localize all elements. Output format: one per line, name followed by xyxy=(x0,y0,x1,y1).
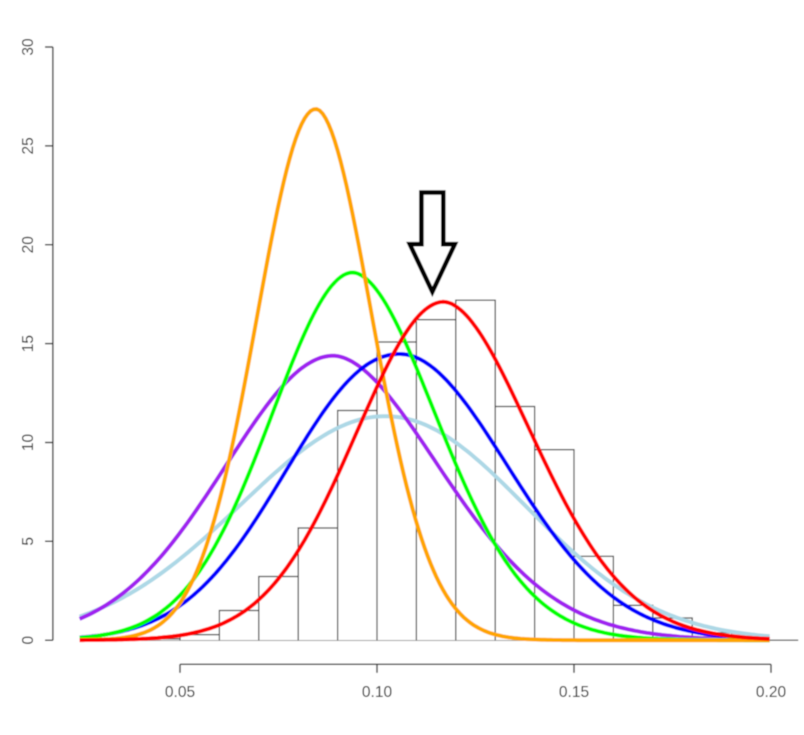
svg-text:0.15: 0.15 xyxy=(559,684,589,701)
svg-text:30: 30 xyxy=(20,38,37,56)
svg-text:10: 10 xyxy=(20,434,37,452)
svg-text:0.10: 0.10 xyxy=(362,684,393,701)
svg-text:0.05: 0.05 xyxy=(165,684,195,701)
svg-text:20: 20 xyxy=(20,236,37,254)
svg-text:25: 25 xyxy=(20,137,37,154)
svg-text:0.20: 0.20 xyxy=(756,684,787,701)
svg-text:0: 0 xyxy=(20,636,37,645)
svg-text:5: 5 xyxy=(20,537,37,546)
svg-text:15: 15 xyxy=(20,335,37,352)
